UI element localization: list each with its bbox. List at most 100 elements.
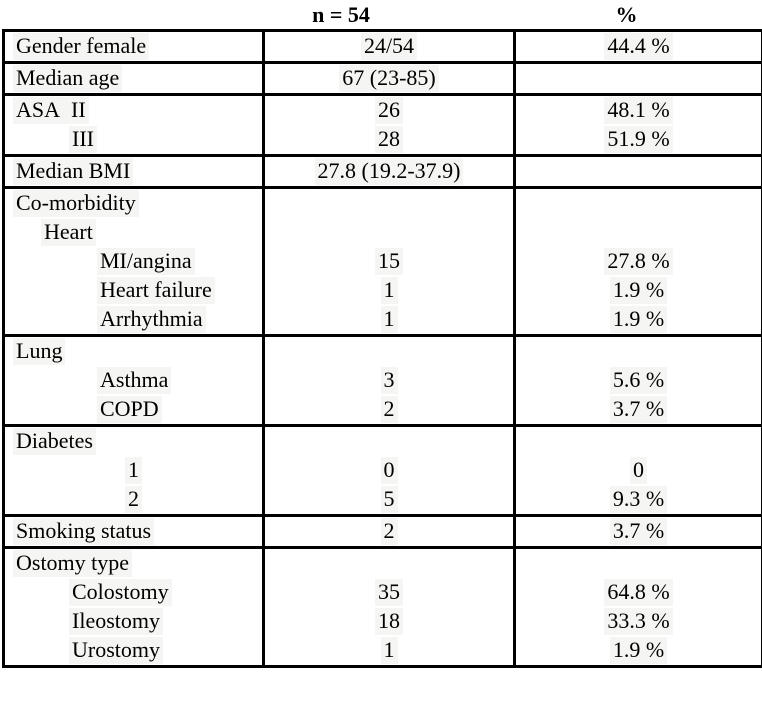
row-n-cell-text: 24/54 xyxy=(360,33,418,60)
row-percent-cell-text: 1.9 % xyxy=(609,637,668,664)
row-n-cell xyxy=(263,546,516,578)
table-row: III 28 51.9 % xyxy=(2,125,762,156)
column-header-n: n = 54 xyxy=(312,1,370,27)
row-label-cell-text: 2 xyxy=(125,486,142,513)
row-label-cell: Gender female xyxy=(2,29,265,63)
row-percent-cell: 27.8 % xyxy=(514,247,762,276)
row-percent-cell: 1.9 % xyxy=(514,276,762,305)
row-label-cell-text: Gender female xyxy=(13,33,150,60)
row-percent-cell xyxy=(514,154,762,188)
row-label-cell-text: Diabetes xyxy=(13,428,96,455)
table-header: n = 54 % xyxy=(4,0,762,31)
row-label-cell: COPD xyxy=(2,395,265,426)
row-label-cell: Smoking status xyxy=(2,514,265,548)
row-percent-cell: 3.7 % xyxy=(514,395,762,426)
row-label-cell-text: Lung xyxy=(13,338,66,365)
row-n-cell: 1 xyxy=(263,276,516,305)
row-percent-cell: 0 xyxy=(514,456,762,485)
row-label-cell: Ileostomy xyxy=(2,607,265,636)
row-percent-cell: 64.8 % xyxy=(514,578,762,607)
row-percent-cell: 1.9 % xyxy=(514,305,762,336)
row-n-cell-text: 26 xyxy=(375,97,403,124)
row-percent-cell: 3.7 % xyxy=(514,514,762,548)
table-row: Asthma 3 5.6 % xyxy=(2,366,762,395)
table-row: Ostomy type xyxy=(2,546,762,578)
row-label-cell-text: Ostomy type xyxy=(13,550,133,577)
table-row: Arrhythmia 1 1.9 % xyxy=(2,305,762,336)
row-n-cell: 2 xyxy=(263,395,516,426)
row-n-cell: 67 (23-85) xyxy=(263,61,516,95)
row-n-cell-text: 1 xyxy=(380,637,398,664)
row-percent-cell xyxy=(514,546,762,578)
row-n-cell-text: 28 xyxy=(375,126,403,153)
header-row: n = 54 % xyxy=(4,0,762,31)
table-body: Gender female 24/54 44.4 % Median age 67 (23… xyxy=(2,29,762,668)
row-label-cell: Asthma xyxy=(2,366,265,395)
table-row: MI/angina 15 27.8 % xyxy=(2,247,762,276)
table-row: COPD 2 3.7 % xyxy=(2,395,762,426)
row-label-cell-text: Arrhythmia xyxy=(97,306,206,333)
row-n-cell xyxy=(263,186,516,218)
row-percent-cell-text: 3.7 % xyxy=(609,518,668,545)
header-empty-cell xyxy=(4,0,264,31)
row-label-cell-text: Heart xyxy=(41,219,96,246)
row-n-cell-text: 2 xyxy=(380,518,398,545)
row-percent-cell-text: 44.4 % xyxy=(604,33,673,60)
row-n-cell-text: 5 xyxy=(380,486,398,513)
row-label-cell: Arrhythmia xyxy=(2,305,265,336)
row-percent-cell-text: 1.9 % xyxy=(609,277,668,304)
row-n-cell xyxy=(263,218,516,247)
column-header-percent: % xyxy=(615,1,638,27)
row-label-cell: Co-morbidity xyxy=(2,186,265,218)
row-label-cell: Colostomy xyxy=(2,578,265,607)
row-percent-cell xyxy=(514,218,762,247)
row-percent-cell-text: 27.8 % xyxy=(604,248,673,275)
row-n-cell-text: 15 xyxy=(375,248,403,275)
row-label-cell-text: Colostomy xyxy=(69,579,172,606)
row-percent-cell xyxy=(514,186,762,218)
row-percent-cell: 1.9 % xyxy=(514,636,762,668)
row-label-cell-text: COPD xyxy=(97,396,162,423)
table-row: 2 5 9.3 % xyxy=(2,485,762,516)
row-percent-cell: 9.3 % xyxy=(514,485,762,516)
table-row: Co-morbidity xyxy=(2,186,762,218)
table-row: Urostomy 1 1.9 % xyxy=(2,636,762,668)
table-row: Gender female 24/54 44.4 % xyxy=(2,29,762,63)
table-row: Median BMI 27.8 (19.2-37.9) xyxy=(2,154,762,188)
row-label-cell-text: III xyxy=(69,126,97,153)
row-n-cell-text: 27.8 (19.2-37.9) xyxy=(314,158,464,185)
row-percent-cell-text: 51.9 % xyxy=(604,126,673,153)
row-n-cell-text: 3 xyxy=(380,367,398,394)
row-label-cell: 1 xyxy=(2,456,265,485)
row-n-cell: 24/54 xyxy=(263,29,516,63)
row-percent-cell-text: 1.9 % xyxy=(609,306,668,333)
row-label-cell: 2 xyxy=(2,485,265,516)
row-label-cell: Ostomy type xyxy=(2,546,265,578)
row-n-cell: 26 xyxy=(263,93,516,125)
row-n-cell-text: 35 xyxy=(375,579,403,606)
table-row: Smoking status 2 3.7 % xyxy=(2,514,762,548)
row-percent-cell: 51.9 % xyxy=(514,125,762,156)
row-label-cell: Heart xyxy=(2,218,265,247)
row-n-cell: 35 xyxy=(263,578,516,607)
row-label-cell-text: Median age xyxy=(13,65,123,92)
row-label-cell-text: 1 xyxy=(125,457,142,484)
row-n-cell: 0 xyxy=(263,456,516,485)
row-percent-cell-text: 9.3 % xyxy=(609,486,668,513)
row-percent-cell-text: 5.6 % xyxy=(609,367,668,394)
row-percent-cell xyxy=(514,334,762,366)
table-row: Diabetes xyxy=(2,424,762,456)
table-row: Ileostomy 18 33.3 % xyxy=(2,607,762,636)
row-label-cell: Heart failure xyxy=(2,276,265,305)
row-percent-cell-text: 48.1 % xyxy=(604,97,673,124)
row-n-cell-text: 1 xyxy=(380,277,398,304)
row-n-cell xyxy=(263,424,516,456)
row-n-cell: 2 xyxy=(263,514,516,548)
row-label-cell: Median BMI xyxy=(2,154,265,188)
row-n-cell: 15 xyxy=(263,247,516,276)
row-n-cell: 28 xyxy=(263,125,516,156)
header-percent-cell: % xyxy=(515,0,762,31)
row-n-cell: 3 xyxy=(263,366,516,395)
row-percent-cell: 33.3 % xyxy=(514,607,762,636)
row-n-cell-text: 67 (23-85) xyxy=(339,65,439,92)
